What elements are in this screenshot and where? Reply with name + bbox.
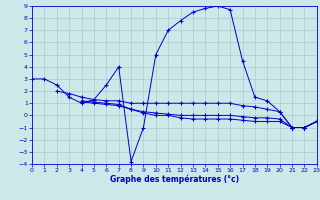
X-axis label: Graphe des températures (°c): Graphe des températures (°c)	[110, 175, 239, 184]
